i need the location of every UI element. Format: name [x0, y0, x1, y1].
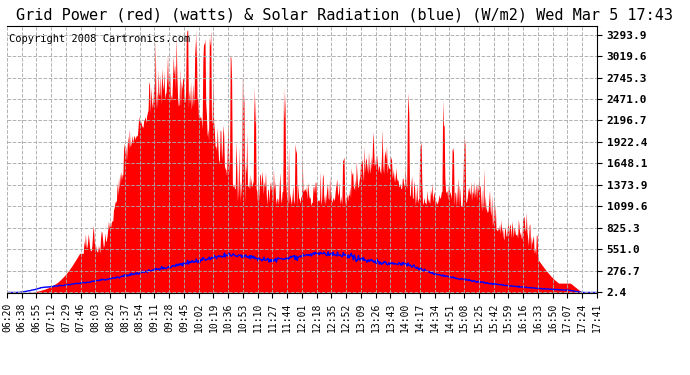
Text: Grid Power (red) (watts) & Solar Radiation (blue) (W/m2) Wed Mar 5 17:43: Grid Power (red) (watts) & Solar Radiati…: [17, 8, 673, 22]
Text: Copyright 2008 Cartronics.com: Copyright 2008 Cartronics.com: [9, 34, 190, 44]
